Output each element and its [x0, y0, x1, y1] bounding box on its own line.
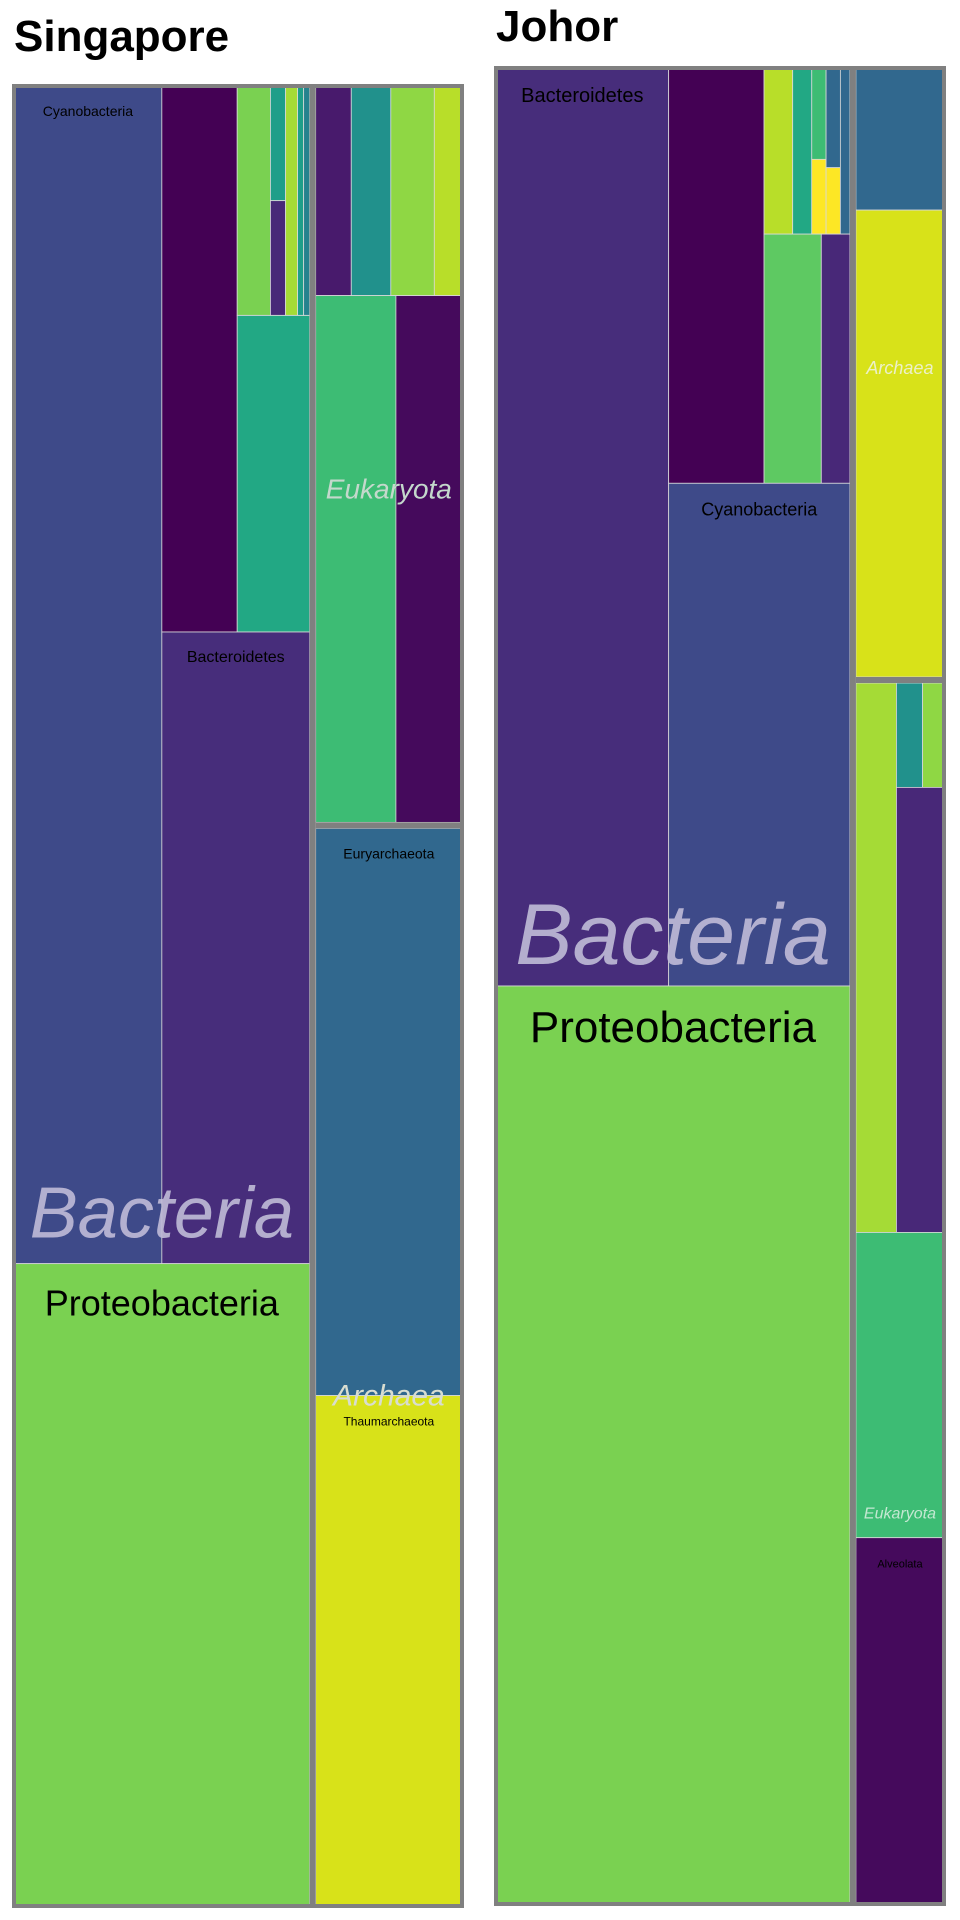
label-thaumarchaeota: Thaumarchaeota — [343, 1415, 434, 1429]
label-archaea-group: Archaea — [865, 358, 933, 378]
cell-bacteria-unlabeled — [270, 85, 286, 202]
label-alveolata: Alveolata — [877, 1559, 923, 1571]
label-bacteroidetes: Bacteroidetes — [521, 85, 643, 107]
cell-bacteria-unlabeled — [270, 200, 286, 316]
cell-thaumarchaeota — [315, 1395, 463, 1907]
cell-bacteria-unlabeled — [839, 67, 851, 235]
group-divider — [309, 86, 316, 1906]
label-eukaryota-group: Eukaryota — [864, 1505, 936, 1522]
label-archaea-group: Archaea — [331, 1380, 445, 1413]
label-bacteria-group: Bacteria — [515, 887, 831, 983]
cell-bacteroidetes — [161, 631, 311, 1265]
group-divider — [849, 68, 856, 1904]
cell-bacteria-unlabeled — [161, 85, 238, 633]
cell-bacteria-unlabeled — [303, 85, 311, 316]
label-cyanobacteria: Cyanobacteria — [701, 499, 818, 519]
cell-archaea-unlabeled — [855, 67, 945, 211]
cell-bacteria-unlabeled — [811, 67, 827, 160]
singapore-title: Singapore — [14, 12, 230, 61]
cell-proteobacteria — [495, 985, 851, 1905]
cell-eukaryota-unlabeled — [896, 786, 945, 1233]
cell-bacteria-unlabeled — [811, 158, 827, 235]
label-bacteria-group: Bacteria — [30, 1174, 294, 1254]
johor-title: Johor — [496, 2, 619, 51]
cell-cyanobacteria — [668, 482, 851, 987]
group-divider — [315, 822, 462, 829]
cell-bacteria-unlabeled — [285, 85, 299, 316]
label-proteobacteria: Proteobacteria — [530, 1003, 817, 1052]
singapore-treemap: Cyanobacteria Bacteroidetes Proteobacteria… — [12, 84, 464, 1908]
cell-bacteria-unlabeled — [763, 67, 794, 235]
cell-eukaryota-unlabeled — [922, 682, 945, 788]
cell-proteobacteria — [13, 1263, 311, 1907]
johor-treemap: Bacteroidetes Cyanobacteria Proteobacteria… — [494, 66, 946, 1906]
cell-bacteria-unlabeled — [297, 85, 305, 316]
cell-bacteria-unlabeled — [792, 67, 813, 235]
cell-archaea-unlabeled — [855, 209, 945, 678]
cell-euryarchaeota — [315, 827, 463, 1396]
cell-bacteria-unlabeled — [825, 167, 841, 235]
panel-frame — [12, 84, 464, 1908]
cell-eukaryota-unlabeled — [315, 295, 397, 823]
group-divider — [855, 677, 944, 683]
cell-eukaryota-unlabeled — [315, 85, 352, 296]
cell-eukaryota-unlabeled — [390, 85, 435, 296]
panel-frame — [494, 66, 946, 1906]
label-eukaryota-group: Eukaryota — [326, 473, 452, 504]
label-bacteroidetes: Bacteroidetes — [187, 649, 285, 666]
cell-bacteria-unlabeled — [825, 67, 841, 169]
cell-bacteria-unlabeled — [668, 67, 765, 484]
cell-bacteria-unlabeled — [820, 233, 851, 484]
cell-alveolata — [855, 1537, 945, 1905]
cell-eukaryota-unlabeled — [855, 682, 897, 1233]
cell-bacteria-unlabeled — [236, 314, 311, 633]
cell-bacteroidetes — [495, 67, 670, 987]
cell-cyanobacteria — [13, 85, 163, 1265]
cell-eukaryota-unlabeled — [855, 1232, 945, 1539]
cell-bacteria-unlabeled — [236, 85, 271, 316]
cell-eukaryota-unlabeled — [350, 85, 392, 296]
label-cyanobacteria: Cyanobacteria — [43, 103, 133, 119]
cell-eukaryota-unlabeled — [395, 295, 463, 823]
cell-eukaryota-unlabeled — [896, 682, 923, 788]
cell-bacteria-unlabeled — [763, 233, 822, 484]
label-proteobacteria: Proteobacteria — [45, 1283, 280, 1324]
cell-eukaryota-unlabeled — [433, 85, 463, 296]
label-euryarchaeota: Euryarchaeota — [343, 845, 434, 861]
